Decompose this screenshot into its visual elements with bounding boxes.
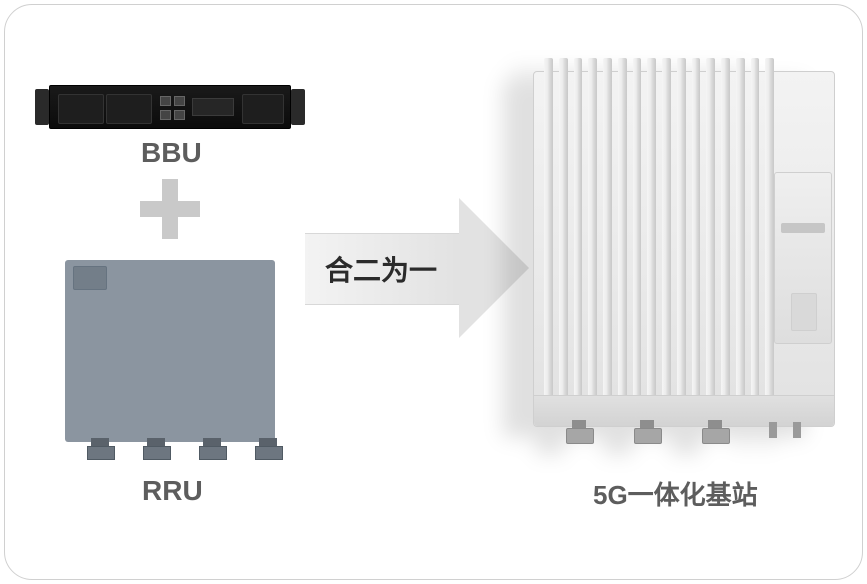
rru-port-slot (73, 266, 107, 290)
gnb-device (533, 71, 833, 441)
gnb-heatsink-fins (544, 58, 774, 400)
bbu-rack-ear-right (291, 89, 305, 125)
gnb-label: 5G一体化基站 (593, 475, 758, 512)
gnb-chassis (533, 71, 835, 427)
bbu-rack-ear-left (35, 89, 49, 125)
diagram-frame: BBU RRU 合二为一 (4, 4, 863, 580)
rru-antenna-connectors (87, 438, 281, 460)
bbu-rj45-ports (160, 96, 185, 106)
arrow-head-icon (459, 198, 529, 338)
bbu-drive-bay (106, 94, 152, 124)
plus-icon (140, 179, 200, 239)
rru-chassis (65, 260, 275, 442)
bbu-device (35, 85, 305, 129)
rru-label: RRU (142, 475, 203, 507)
gnb-side-access-panel (774, 172, 832, 344)
gnb-aux-connector (766, 422, 780, 438)
bbu-sfp-cage (192, 98, 234, 116)
bbu-chassis (49, 85, 291, 129)
bbu-label: BBU (141, 137, 202, 169)
gnb-aux-connector (790, 422, 804, 438)
arrow-label: 合二为一 (325, 249, 437, 289)
bbu-module-bay (242, 94, 284, 124)
gnb-bottom-connectors (564, 420, 730, 444)
rru-device (65, 260, 275, 460)
bbu-rj45-ports (160, 110, 185, 120)
bbu-drive-bay (58, 94, 104, 124)
